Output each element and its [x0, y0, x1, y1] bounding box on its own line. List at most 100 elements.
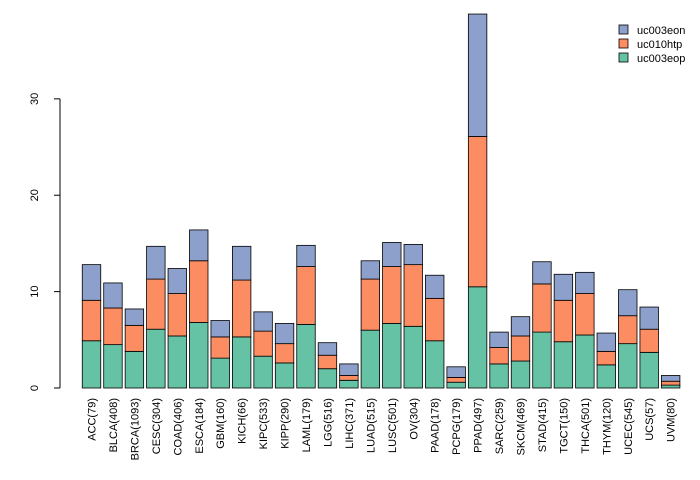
bar-uc010htp-4 [167, 293, 187, 337]
bar-uc003eop-4 [167, 335, 187, 389]
bar-uc010htp-13 [360, 278, 381, 331]
bar-uc003eon-15 [403, 243, 423, 266]
bar-uc003eop-0 [81, 340, 102, 389]
bar-uc010htp-11 [317, 354, 338, 370]
bar-uc003eop-21 [532, 331, 552, 389]
x-tick-label: CESC(304) [151, 398, 163, 454]
bar-uc003eon-1 [103, 282, 123, 309]
x-tick-label: STAD(415) [537, 398, 549, 452]
legend-swatch-uc010htp [618, 38, 629, 49]
bar-uc003eon-6 [210, 320, 230, 338]
x-tick-label: LUAD(515) [365, 398, 377, 453]
bar-uc003eop-10 [296, 323, 316, 389]
bar-uc010htp-22 [553, 299, 574, 343]
x-tick-label: PPAD(497) [473, 398, 485, 453]
bar-uc003eon-14 [382, 242, 402, 267]
x-tick-label: LAML(179) [301, 398, 313, 452]
bar-uc010htp-18 [467, 136, 488, 288]
bar-uc003eop-7 [231, 336, 252, 389]
bar-uc003eon-4 [167, 268, 187, 294]
x-tick-label: OV(304) [408, 398, 420, 440]
bar-uc003eop-17 [446, 381, 466, 389]
x-tick-label: THCA(501) [580, 398, 592, 454]
bar-uc003eop-5 [189, 322, 209, 389]
bar-uc010htp-26 [639, 328, 659, 353]
bar-uc003eon-20 [510, 316, 531, 337]
x-tick-label: KIPP(290) [280, 398, 292, 449]
bar-uc010htp-17 [446, 376, 466, 383]
x-tick-label: UCS(57) [644, 398, 656, 441]
bar-uc003eon-13 [360, 260, 381, 280]
bar-uc010htp-8 [253, 330, 273, 357]
bar-uc003eop-22 [553, 341, 574, 389]
bar-uc003eon-25 [618, 289, 638, 317]
bar-uc010htp-14 [382, 266, 402, 324]
bar-uc010htp-3 [146, 278, 166, 330]
bar-uc010htp-20 [510, 335, 531, 362]
x-tick-label: COAD(406) [172, 398, 184, 455]
bar-uc003eop-15 [403, 325, 423, 389]
bar-uc003eop-8 [253, 355, 273, 389]
bar-uc003eop-6 [210, 357, 230, 389]
y-tick-label: 30 [29, 93, 41, 105]
x-tick-label: KICH(66) [237, 398, 249, 444]
bar-uc003eon-16 [425, 274, 445, 299]
bar-uc010htp-9 [274, 343, 295, 364]
bar-uc003eon-0 [81, 264, 102, 301]
x-tick-label: KIPC(533) [258, 398, 270, 449]
x-tick-label: GBM(160) [215, 398, 227, 449]
bar-uc003eop-3 [146, 328, 166, 389]
bar-uc003eop-13 [360, 329, 381, 389]
legend-label-uc003eon: uc003eon [637, 25, 685, 37]
bar-uc003eop-14 [382, 323, 402, 389]
x-tick-label: SKCM(469) [516, 398, 528, 455]
bar-uc003eop-2 [124, 350, 145, 389]
y-tick-label: 20 [29, 189, 41, 201]
y-tick-label: 10 [29, 285, 41, 297]
x-tick-label: LIHC(371) [344, 398, 356, 449]
bar-uc003eop-23 [575, 334, 595, 389]
x-tick-label: BLCA(408) [108, 398, 120, 452]
bar-uc003eon-2 [124, 308, 145, 326]
bar-uc010htp-25 [618, 315, 638, 345]
bar-uc003eon-24 [596, 332, 616, 352]
legend-swatch-uc003eop [618, 52, 629, 63]
bar-uc003eop-26 [639, 351, 659, 389]
bar-uc003eop-27 [661, 384, 681, 389]
x-tick-label: PCPG(179) [451, 398, 463, 455]
x-axis-labels: ACC(79) BLCA(408) BRCA(1093) CESC(304) COAD(… [87, 398, 678, 460]
bar-uc003eon-19 [489, 331, 509, 348]
bar-uc003eon-7 [231, 245, 252, 281]
bar-uc010htp-27 [661, 380, 681, 386]
bar-uc010htp-21 [532, 283, 552, 333]
x-tick-label: ESCA(184) [194, 398, 206, 454]
legend-swatch-uc003eon [618, 24, 629, 35]
bar-uc003eon-21 [532, 261, 552, 285]
bar-uc010htp-16 [425, 297, 445, 342]
x-tick-label: THYM(120) [601, 398, 613, 455]
bar-uc003eon-22 [553, 273, 574, 301]
bar-uc010htp-23 [575, 293, 595, 336]
bar-uc003eon-18 [467, 13, 488, 137]
bars-group [81, 13, 681, 389]
bar-uc010htp-6 [210, 336, 230, 359]
bar-uc003eop-18 [467, 286, 488, 389]
bar-uc003eon-23 [575, 271, 595, 294]
bar-uc003eon-8 [253, 311, 273, 332]
bar-uc003eon-26 [639, 306, 659, 330]
bar-uc010htp-1 [103, 307, 123, 346]
x-tick-label: TGCT(150) [558, 398, 570, 454]
bar-uc010htp-2 [124, 324, 145, 352]
bar-uc010htp-7 [231, 279, 252, 338]
x-tick-label: SARC(259) [494, 398, 506, 454]
legend: uc003eon uc010htp uc003eop [618, 24, 685, 65]
bar-uc010htp-12 [339, 375, 359, 381]
x-tick-label: UVM(80) [666, 398, 678, 442]
legend-label-uc010htp: uc010htp [637, 39, 682, 51]
bar-uc003eop-16 [425, 340, 445, 389]
bar-uc003eop-9 [274, 362, 295, 389]
bar-uc003eon-9 [274, 323, 295, 345]
x-tick-label: BRCA(1093) [129, 398, 141, 460]
bar-uc010htp-24 [596, 350, 616, 366]
